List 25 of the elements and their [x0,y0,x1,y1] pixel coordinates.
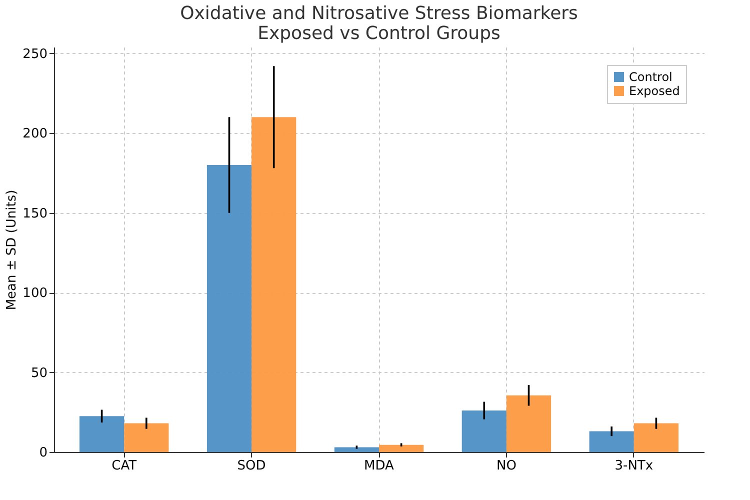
y-axis-title: Mean ± SD (Units) [4,190,20,310]
bar [334,447,379,452]
bar [589,431,634,452]
y-tick-label: 250 [22,46,48,62]
y-tick-label: 0 [39,446,48,460]
bar [124,423,169,452]
chart-title: Oxidative and Nitrosative Stress Biomarkers Exposed vs Control Groups [180,3,578,44]
legend-label: Control [629,70,672,84]
bar [206,164,252,452]
bar [252,117,296,452]
y-tick-label: 50 [30,366,48,381]
x-tick-label: 3-NTx [614,458,654,474]
bar [379,444,424,452]
y-tick-label: 150 [22,206,48,222]
y-tick-label: 200 [22,126,48,142]
legend-label: Exposed [629,84,680,98]
x-tick-label: CAT [112,458,137,474]
y-tick-label: 100 [22,286,48,302]
bar [634,423,679,452]
bar [79,416,124,452]
x-tick-label: NO [496,458,516,474]
x-tick-label: SOD [237,458,266,474]
bar [506,395,552,452]
x-tick-label: MDA [364,458,394,474]
bar [462,410,506,452]
